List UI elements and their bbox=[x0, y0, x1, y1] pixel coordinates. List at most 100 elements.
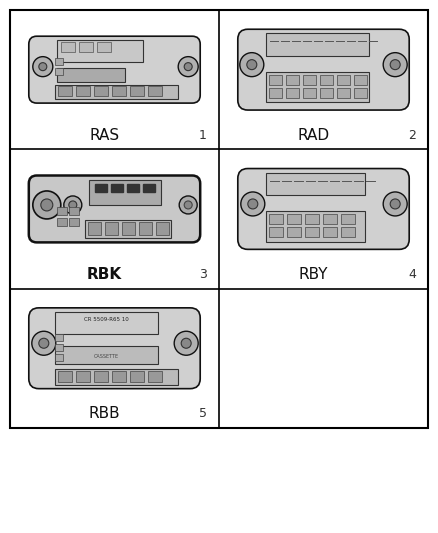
Bar bbox=[303, 87, 316, 98]
Bar bbox=[122, 222, 135, 236]
Circle shape bbox=[174, 331, 198, 356]
Circle shape bbox=[383, 192, 407, 216]
Circle shape bbox=[184, 201, 192, 209]
Circle shape bbox=[33, 56, 53, 77]
Circle shape bbox=[241, 192, 265, 216]
Text: RAS: RAS bbox=[89, 128, 120, 143]
Bar bbox=[337, 75, 350, 85]
Bar bbox=[55, 344, 63, 351]
FancyBboxPatch shape bbox=[238, 168, 409, 249]
Bar bbox=[269, 87, 282, 98]
Bar bbox=[320, 75, 333, 85]
Bar bbox=[269, 75, 282, 85]
Text: RAD: RAD bbox=[297, 128, 329, 143]
Bar bbox=[286, 75, 299, 85]
Bar bbox=[88, 222, 101, 236]
Bar bbox=[95, 183, 107, 191]
Circle shape bbox=[248, 199, 258, 209]
Bar bbox=[55, 68, 63, 75]
Text: RBB: RBB bbox=[88, 406, 120, 422]
FancyBboxPatch shape bbox=[29, 308, 200, 389]
Bar bbox=[57, 219, 67, 227]
Bar bbox=[55, 334, 63, 341]
Text: CR 5509-R65 10: CR 5509-R65 10 bbox=[84, 317, 129, 322]
Bar bbox=[127, 183, 139, 191]
Bar bbox=[266, 33, 369, 56]
Bar bbox=[55, 369, 178, 385]
Circle shape bbox=[383, 53, 407, 77]
Bar bbox=[57, 207, 67, 215]
Circle shape bbox=[390, 199, 400, 209]
Bar bbox=[55, 312, 158, 335]
Bar bbox=[354, 75, 367, 85]
Bar bbox=[143, 183, 155, 191]
Bar bbox=[305, 227, 319, 237]
Bar bbox=[139, 222, 152, 236]
Bar bbox=[266, 211, 365, 241]
Bar bbox=[354, 87, 367, 98]
Bar bbox=[10, 10, 428, 428]
Bar bbox=[94, 370, 108, 382]
Bar bbox=[69, 219, 79, 227]
Bar bbox=[76, 86, 90, 96]
Bar bbox=[55, 85, 178, 99]
Circle shape bbox=[240, 53, 264, 77]
Bar bbox=[287, 214, 301, 224]
Bar bbox=[341, 227, 355, 237]
Bar bbox=[58, 370, 72, 382]
Bar bbox=[320, 87, 333, 98]
Circle shape bbox=[32, 331, 56, 356]
Circle shape bbox=[64, 196, 82, 214]
Circle shape bbox=[33, 191, 61, 219]
Text: RBY: RBY bbox=[299, 267, 328, 282]
Bar bbox=[337, 87, 350, 98]
Bar bbox=[112, 86, 126, 96]
Bar bbox=[55, 346, 158, 364]
Circle shape bbox=[41, 199, 53, 211]
Bar bbox=[61, 42, 75, 52]
Text: 1: 1 bbox=[199, 129, 207, 142]
Bar bbox=[323, 214, 337, 224]
Text: 4: 4 bbox=[408, 268, 416, 281]
Circle shape bbox=[178, 56, 198, 77]
Bar bbox=[112, 370, 126, 382]
Text: CASSETTE: CASSETTE bbox=[94, 354, 119, 359]
Text: RBK: RBK bbox=[87, 267, 122, 282]
Bar bbox=[266, 71, 369, 102]
Bar bbox=[58, 86, 72, 96]
Bar bbox=[303, 75, 316, 85]
Bar bbox=[94, 86, 108, 96]
Bar bbox=[286, 87, 299, 98]
Text: 3: 3 bbox=[199, 268, 207, 281]
Bar bbox=[130, 86, 144, 96]
Text: 2: 2 bbox=[408, 129, 416, 142]
Bar bbox=[111, 183, 123, 191]
Bar bbox=[55, 58, 63, 65]
Bar bbox=[97, 42, 111, 52]
Circle shape bbox=[184, 63, 192, 71]
FancyBboxPatch shape bbox=[29, 175, 200, 243]
Bar bbox=[76, 370, 90, 382]
FancyBboxPatch shape bbox=[238, 29, 409, 110]
Text: 5: 5 bbox=[199, 407, 207, 421]
Bar bbox=[266, 173, 365, 195]
Bar bbox=[57, 40, 142, 62]
Circle shape bbox=[39, 63, 47, 71]
Circle shape bbox=[247, 60, 257, 70]
Circle shape bbox=[179, 196, 197, 214]
Bar bbox=[148, 370, 162, 382]
Bar bbox=[57, 68, 125, 83]
Circle shape bbox=[69, 201, 77, 209]
Bar bbox=[85, 220, 170, 238]
Bar bbox=[105, 222, 118, 236]
FancyBboxPatch shape bbox=[29, 36, 200, 103]
Bar bbox=[323, 227, 337, 237]
Circle shape bbox=[390, 60, 400, 70]
Circle shape bbox=[181, 338, 191, 348]
Bar bbox=[305, 214, 319, 224]
Bar bbox=[156, 222, 169, 236]
Bar bbox=[148, 86, 162, 96]
Bar bbox=[55, 354, 63, 361]
Bar bbox=[130, 370, 144, 382]
Bar bbox=[89, 180, 161, 205]
